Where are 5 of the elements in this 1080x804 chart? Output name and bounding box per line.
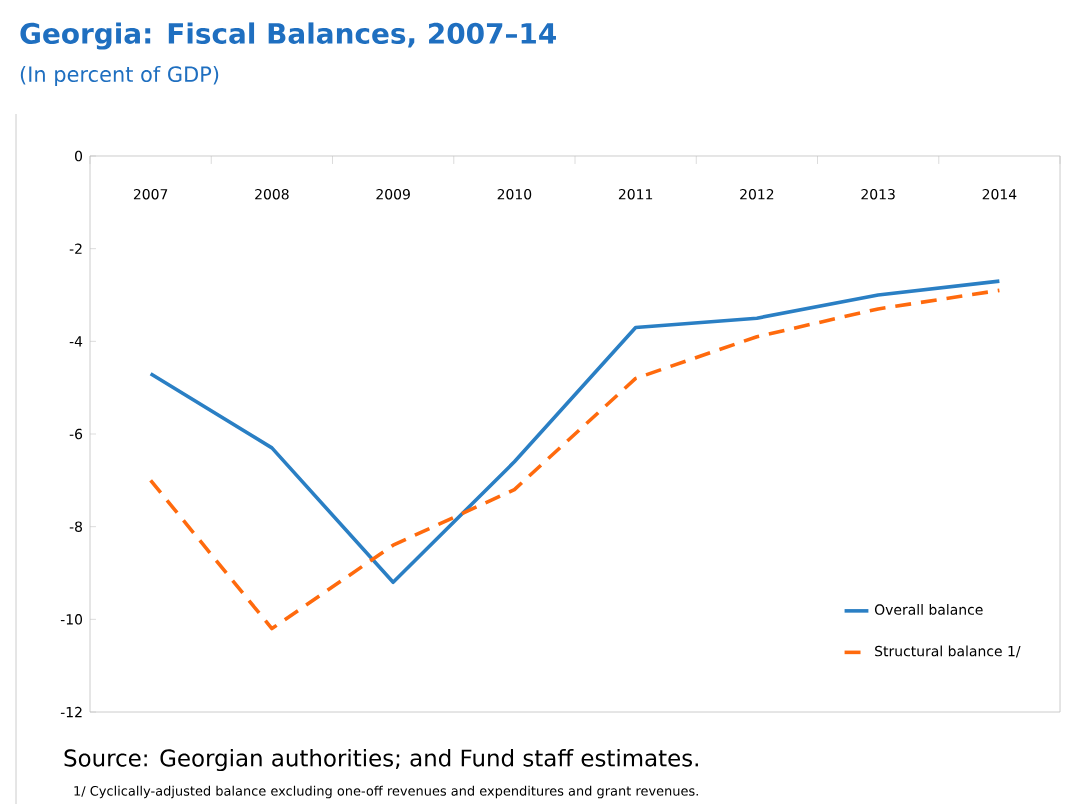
line-series	[148, 288, 1002, 631]
chart-subtitle: (In percent of GDP)	[20, 65, 219, 87]
source-note: Source: Georgian authorities; and Fund staff estimates.	[64, 748, 698, 772]
line-series	[148, 279, 1002, 585]
chart-title: Georgia: Fiscal Balances, 2007–14	[20, 22, 556, 50]
